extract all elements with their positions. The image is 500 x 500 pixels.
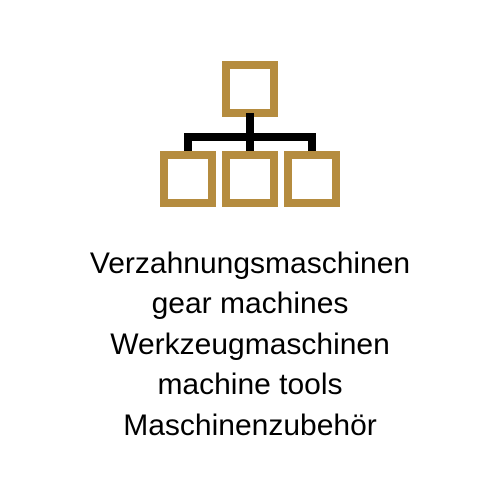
hierarchy-icon bbox=[150, 54, 350, 214]
text-line: Verzahnungsmaschinen bbox=[90, 244, 410, 285]
text-line: machine tools bbox=[157, 365, 342, 406]
text-line: Maschinenzubehör bbox=[123, 406, 377, 447]
text-line: Werkzeugmaschinen bbox=[110, 325, 390, 366]
category-text-block: Verzahnungsmaschinen gear machines Werkz… bbox=[90, 244, 410, 447]
text-line: gear machines bbox=[152, 284, 349, 325]
